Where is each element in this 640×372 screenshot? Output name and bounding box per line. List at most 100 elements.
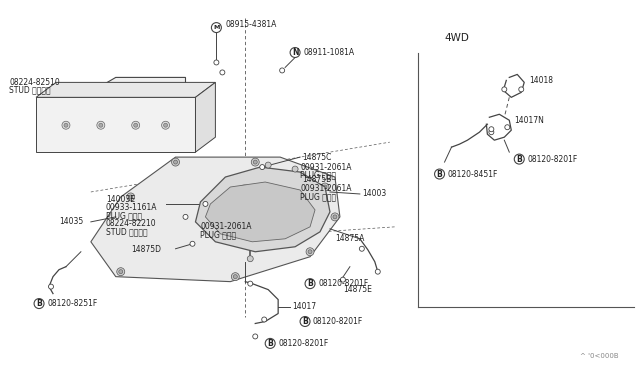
Circle shape <box>161 121 170 129</box>
Circle shape <box>238 190 252 204</box>
Text: STUD スタッド: STUD スタッド <box>9 86 51 95</box>
Text: PLUG プラグ: PLUG プラグ <box>300 170 336 180</box>
Polygon shape <box>195 82 216 152</box>
Circle shape <box>99 123 103 127</box>
Circle shape <box>265 339 275 349</box>
Text: N: N <box>292 48 298 57</box>
Circle shape <box>231 273 239 280</box>
Text: 14017: 14017 <box>292 302 316 311</box>
Circle shape <box>116 268 125 276</box>
Text: 14018: 14018 <box>529 76 553 85</box>
Circle shape <box>260 164 265 170</box>
Circle shape <box>280 68 285 73</box>
Circle shape <box>49 284 54 289</box>
Text: 00931-2061A: 00931-2061A <box>300 185 351 193</box>
Circle shape <box>97 121 105 129</box>
Circle shape <box>253 334 258 339</box>
Text: B: B <box>307 279 313 288</box>
Circle shape <box>239 215 252 228</box>
Text: 14003: 14003 <box>362 189 386 199</box>
Text: PLUG プラグ: PLUG プラグ <box>200 230 237 239</box>
Circle shape <box>305 279 315 289</box>
Polygon shape <box>36 82 216 97</box>
Circle shape <box>164 123 168 127</box>
Text: 08911-1081A: 08911-1081A <box>303 48 354 57</box>
Text: 14875E: 14875E <box>343 285 372 294</box>
Circle shape <box>234 211 256 233</box>
Circle shape <box>127 193 134 201</box>
Circle shape <box>519 87 524 92</box>
Circle shape <box>234 275 237 279</box>
Text: 00931-2061A: 00931-2061A <box>200 222 252 231</box>
Polygon shape <box>205 182 315 242</box>
Circle shape <box>505 125 510 130</box>
Circle shape <box>129 195 132 199</box>
Text: 08915-4381A: 08915-4381A <box>225 20 276 29</box>
Text: 14875C: 14875C <box>302 153 332 161</box>
Polygon shape <box>36 97 195 152</box>
Text: 14875B: 14875B <box>302 174 332 183</box>
Circle shape <box>292 166 298 172</box>
Circle shape <box>265 162 271 168</box>
Text: STUD スタッド: STUD スタッド <box>106 227 147 236</box>
Text: 00931-2061A: 00931-2061A <box>300 163 351 171</box>
Circle shape <box>247 256 253 262</box>
Text: B: B <box>302 317 308 326</box>
Circle shape <box>290 48 300 58</box>
Circle shape <box>214 60 219 65</box>
Circle shape <box>331 213 339 221</box>
Text: B: B <box>516 155 522 164</box>
Circle shape <box>300 317 310 327</box>
Circle shape <box>333 215 337 219</box>
Circle shape <box>34 299 44 308</box>
Text: 08120-8201F: 08120-8201F <box>527 155 577 164</box>
Text: 08120-8451F: 08120-8451F <box>447 170 498 179</box>
Circle shape <box>62 121 70 129</box>
Text: M: M <box>213 25 220 30</box>
Circle shape <box>435 169 445 179</box>
Text: 00933-1161A: 00933-1161A <box>106 203 157 212</box>
Circle shape <box>323 185 327 189</box>
Text: 14017N: 14017N <box>515 116 544 125</box>
Polygon shape <box>195 167 330 252</box>
Circle shape <box>252 158 259 166</box>
Text: 14003E: 14003E <box>106 195 135 205</box>
Text: PLUG プラグ: PLUG プラグ <box>300 192 336 202</box>
Circle shape <box>340 277 346 282</box>
Text: 08120-8251F: 08120-8251F <box>47 299 97 308</box>
Circle shape <box>489 127 494 132</box>
Circle shape <box>253 160 257 164</box>
Circle shape <box>134 123 138 127</box>
Circle shape <box>262 317 267 322</box>
Circle shape <box>132 121 140 129</box>
Polygon shape <box>91 157 340 282</box>
Circle shape <box>261 196 283 218</box>
Circle shape <box>489 130 494 135</box>
Text: 4WD: 4WD <box>445 33 469 42</box>
Circle shape <box>220 70 225 75</box>
Circle shape <box>306 248 314 256</box>
Text: 14875A: 14875A <box>335 234 364 243</box>
Text: PLUG プラグ: PLUG プラグ <box>106 211 142 220</box>
Circle shape <box>359 246 364 251</box>
Circle shape <box>173 160 177 164</box>
Polygon shape <box>56 77 186 112</box>
Text: 08120-8201F: 08120-8201F <box>318 279 368 288</box>
Text: 08224-82510: 08224-82510 <box>9 78 60 87</box>
Circle shape <box>190 241 195 246</box>
Text: B: B <box>436 170 442 179</box>
Circle shape <box>308 250 312 254</box>
Circle shape <box>172 158 180 166</box>
Circle shape <box>515 154 524 164</box>
Circle shape <box>266 201 279 214</box>
Circle shape <box>375 269 380 274</box>
Circle shape <box>248 281 253 286</box>
Circle shape <box>183 214 188 219</box>
Text: B: B <box>36 299 42 308</box>
Text: ^ '0<000B: ^ '0<000B <box>580 353 619 359</box>
Text: 14875D: 14875D <box>131 245 161 254</box>
Circle shape <box>234 185 257 209</box>
Circle shape <box>203 202 208 206</box>
Circle shape <box>64 123 68 127</box>
Text: 08120-8201F: 08120-8201F <box>312 317 362 326</box>
